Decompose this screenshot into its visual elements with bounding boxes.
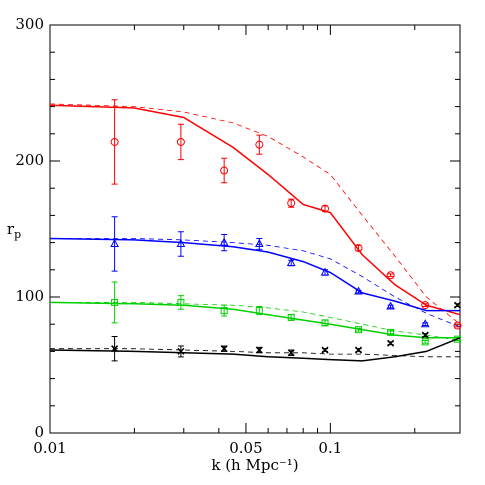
error-bar xyxy=(111,99,118,185)
data-point xyxy=(255,346,263,354)
error-bar xyxy=(288,198,295,208)
model-solid-line xyxy=(49,301,460,339)
x-tick-label: 0.01 xyxy=(33,439,66,457)
x-axis-label: k (h Mpc⁻¹) xyxy=(211,456,298,474)
data-point xyxy=(421,338,429,346)
data-point xyxy=(421,331,429,339)
data-point xyxy=(321,346,329,354)
error-bar xyxy=(111,216,118,272)
data-point xyxy=(286,257,296,266)
error-bar xyxy=(422,322,429,327)
x-tick-label: 0.05 xyxy=(229,439,262,457)
error-bar xyxy=(422,340,429,344)
error-bar xyxy=(111,281,118,324)
data-point xyxy=(387,339,395,347)
data-point xyxy=(111,298,119,306)
y-label-sub: p xyxy=(14,228,21,241)
data-point xyxy=(354,244,363,253)
data-point xyxy=(321,319,329,327)
model-solid-line xyxy=(49,337,461,362)
model-dashed-line xyxy=(50,302,461,341)
data-point xyxy=(254,238,264,247)
y-label-main: r xyxy=(7,220,15,238)
data-point xyxy=(219,237,229,246)
y-tick-label: 100 xyxy=(15,287,44,305)
error-bar xyxy=(177,123,184,161)
y-tick-label: 0 xyxy=(34,423,44,441)
y-axis-label: rp xyxy=(7,220,21,241)
data-point xyxy=(220,166,229,175)
data-point xyxy=(176,137,185,146)
error-bar xyxy=(387,273,394,278)
data-point xyxy=(177,347,185,355)
error-bar xyxy=(387,304,394,309)
data-point xyxy=(220,345,228,353)
y-tick-label: 200 xyxy=(15,151,44,169)
error-bar xyxy=(221,233,228,252)
data-point xyxy=(177,298,185,306)
data-point xyxy=(354,286,363,295)
data-point xyxy=(321,204,330,213)
data-point xyxy=(453,335,461,343)
data-point xyxy=(386,301,395,310)
error-bar xyxy=(422,303,429,308)
data-point xyxy=(111,345,119,353)
error-bar xyxy=(387,330,394,335)
error-bar xyxy=(221,304,228,317)
model-dashed-line xyxy=(49,103,461,325)
data-point xyxy=(220,307,228,315)
data-point xyxy=(453,321,462,330)
x-tick-label: 0.1 xyxy=(318,439,342,457)
data-point xyxy=(255,307,263,315)
error-bar xyxy=(256,134,263,155)
data-point xyxy=(176,238,186,247)
data-point xyxy=(387,328,395,336)
data-point xyxy=(354,346,363,354)
error-bar xyxy=(177,295,184,310)
data-point xyxy=(453,301,461,309)
data-point xyxy=(110,238,119,247)
data-point xyxy=(421,301,430,310)
data-point xyxy=(420,319,430,328)
error-bar xyxy=(177,231,184,257)
model-dashed-line xyxy=(50,238,461,328)
model-solid-line xyxy=(49,104,461,316)
error-bar xyxy=(221,157,228,184)
model-dashed-line xyxy=(50,348,460,358)
data-point xyxy=(386,271,395,280)
data-point xyxy=(255,140,264,149)
model-solid-line xyxy=(49,237,460,312)
error-bar xyxy=(355,289,362,294)
plot-frame xyxy=(49,24,461,434)
data-point xyxy=(287,349,295,357)
data-point xyxy=(355,326,363,334)
data-point xyxy=(110,137,119,146)
data-point xyxy=(287,199,296,208)
error-bar xyxy=(355,327,362,332)
data-point xyxy=(320,267,330,276)
y-tick-label: 300 xyxy=(15,15,44,33)
data-point xyxy=(287,313,295,321)
